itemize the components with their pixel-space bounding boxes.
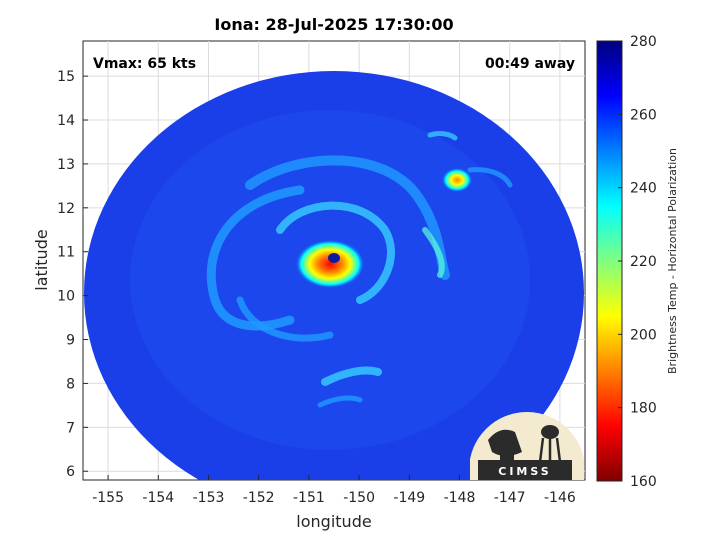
colorbar-ticks: 280 260 240 220 200 180 160 bbox=[618, 34, 657, 490]
inner-band bbox=[276, 201, 395, 304]
cimss-logo: CIMSS bbox=[470, 412, 584, 480]
y-tick-label: 14 bbox=[57, 113, 75, 129]
colorbar-tick-label: 260 bbox=[630, 107, 657, 123]
y-tick-label: 7 bbox=[66, 420, 75, 436]
colorbar-tick-label: 200 bbox=[630, 327, 657, 343]
y-tick-label: 6 bbox=[66, 464, 75, 480]
colorbar-tick-label: 180 bbox=[630, 401, 657, 417]
x-tick-label: -155 bbox=[92, 490, 124, 506]
y-tick-label: 10 bbox=[57, 289, 75, 305]
x-tick-label: -154 bbox=[142, 490, 174, 506]
x-tick-label: -151 bbox=[293, 490, 325, 506]
eye bbox=[328, 253, 340, 263]
y-tick-label: 11 bbox=[57, 245, 75, 261]
south-band bbox=[236, 296, 334, 342]
time-away-annotation: 00:49 away bbox=[485, 56, 575, 72]
satellite-dish-icon bbox=[488, 429, 522, 456]
x-tick-label: -149 bbox=[393, 490, 425, 506]
colorbar-tick-label: 240 bbox=[630, 181, 657, 197]
x-tick-label: -153 bbox=[193, 490, 225, 506]
logo-text: CIMSS bbox=[498, 465, 551, 478]
east-band bbox=[422, 227, 445, 278]
y-tick-label: 12 bbox=[57, 201, 75, 217]
northeast-streak bbox=[427, 131, 458, 141]
colorbar-tick-label: 220 bbox=[630, 254, 657, 270]
y-tick-label: 9 bbox=[66, 333, 75, 349]
x-tick-label: -150 bbox=[343, 490, 375, 506]
south-patch-2 bbox=[317, 395, 363, 408]
y-tick-label: 8 bbox=[66, 376, 75, 392]
y-tick-label: 15 bbox=[57, 69, 75, 85]
x-tick-label: -146 bbox=[544, 490, 576, 506]
y-tick-label: 13 bbox=[57, 157, 75, 173]
y-axis-ticks: 6 7 8 9 10 11 12 13 14 15 bbox=[57, 69, 88, 480]
colorbar-label: Brightness Temp - Horizontal Polarizatio… bbox=[666, 148, 679, 374]
x-tick-label: -152 bbox=[243, 490, 275, 506]
water-tower-legs-icon bbox=[538, 437, 562, 463]
x-tick-label: -147 bbox=[494, 490, 526, 506]
vmax-annotation: Vmax: 65 kts bbox=[93, 56, 196, 72]
chart-title: Iona: 28-Jul-2025 17:30:00 bbox=[214, 15, 453, 34]
colorbar-tick-label: 280 bbox=[630, 34, 657, 50]
convective-cell bbox=[442, 168, 472, 192]
x-axis-ticks: -155 -154 -153 -152 -151 -150 -149 -148 -147 -146 bbox=[92, 475, 576, 506]
rain-bands bbox=[206, 131, 513, 408]
eyewall bbox=[296, 240, 364, 288]
x-tick-label: -148 bbox=[444, 490, 476, 506]
swath-image bbox=[84, 71, 584, 480]
east-streak bbox=[467, 167, 513, 188]
south-patch bbox=[321, 366, 382, 386]
y-axis-label: latitude bbox=[32, 229, 51, 290]
x-axis-label: longitude bbox=[296, 512, 371, 531]
water-tower-tank-icon bbox=[541, 425, 559, 439]
building-icon bbox=[478, 460, 572, 480]
colorbar-tick-label: 160 bbox=[630, 474, 657, 490]
